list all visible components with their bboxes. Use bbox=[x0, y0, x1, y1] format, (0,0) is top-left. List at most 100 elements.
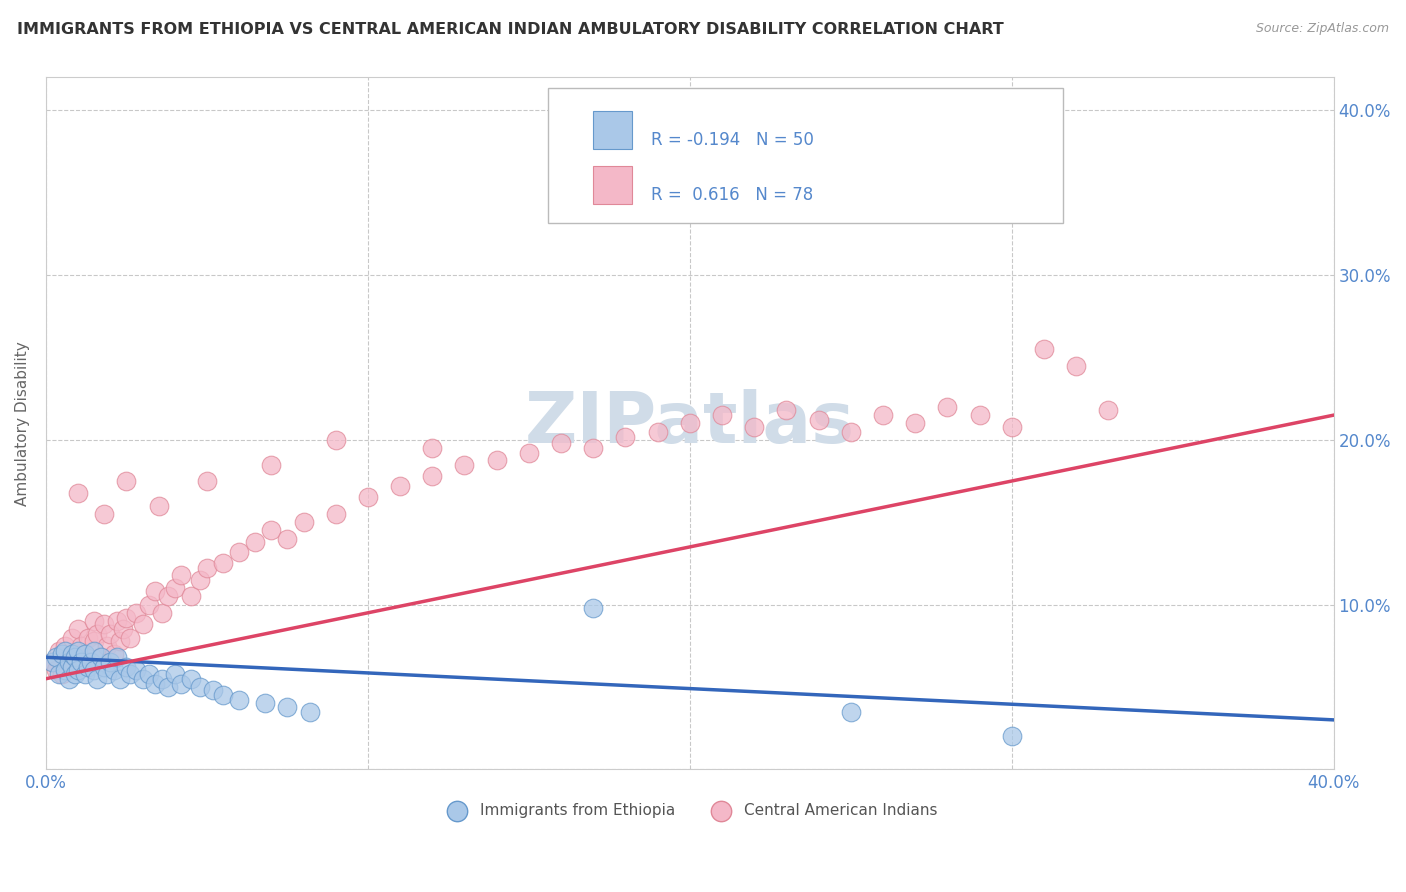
Point bbox=[180, 672, 202, 686]
Point bbox=[325, 507, 347, 521]
Point bbox=[118, 631, 141, 645]
Point bbox=[58, 655, 80, 669]
Point bbox=[63, 666, 86, 681]
Point bbox=[420, 469, 443, 483]
Point bbox=[103, 664, 125, 678]
Point bbox=[90, 650, 112, 665]
Point bbox=[125, 664, 148, 678]
Point bbox=[1001, 730, 1024, 744]
Point bbox=[228, 545, 250, 559]
Point bbox=[60, 660, 83, 674]
Point bbox=[190, 680, 212, 694]
Point bbox=[51, 666, 73, 681]
Point bbox=[73, 647, 96, 661]
Point bbox=[86, 672, 108, 686]
Point bbox=[53, 664, 76, 678]
Point bbox=[276, 532, 298, 546]
Point bbox=[83, 633, 105, 648]
Point bbox=[517, 446, 540, 460]
Point bbox=[742, 419, 765, 434]
Point bbox=[108, 633, 131, 648]
Point bbox=[180, 590, 202, 604]
Point bbox=[70, 655, 93, 669]
Point bbox=[41, 655, 63, 669]
Point bbox=[60, 631, 83, 645]
Point bbox=[118, 666, 141, 681]
Point bbox=[190, 573, 212, 587]
Point bbox=[98, 627, 121, 641]
Point bbox=[45, 650, 67, 665]
Point bbox=[60, 647, 83, 661]
Point bbox=[63, 647, 86, 661]
Point bbox=[83, 664, 105, 678]
Point bbox=[453, 458, 475, 472]
Point bbox=[131, 672, 153, 686]
Point bbox=[73, 647, 96, 661]
Point bbox=[276, 699, 298, 714]
Point bbox=[163, 581, 186, 595]
Point bbox=[872, 408, 894, 422]
Point bbox=[807, 413, 830, 427]
Point bbox=[76, 631, 98, 645]
Point bbox=[212, 557, 235, 571]
Point bbox=[105, 614, 128, 628]
Point bbox=[228, 693, 250, 707]
Point bbox=[53, 643, 76, 657]
Point bbox=[260, 458, 283, 472]
Point bbox=[202, 683, 225, 698]
Point bbox=[839, 705, 862, 719]
Point bbox=[389, 479, 412, 493]
Point bbox=[67, 664, 90, 678]
FancyBboxPatch shape bbox=[593, 166, 631, 203]
Point bbox=[212, 688, 235, 702]
Point bbox=[67, 643, 90, 657]
Point bbox=[550, 436, 572, 450]
Point bbox=[936, 400, 959, 414]
Point bbox=[90, 650, 112, 665]
Point bbox=[839, 425, 862, 439]
Point bbox=[157, 680, 180, 694]
Text: ZIPatlas: ZIPatlas bbox=[524, 389, 855, 458]
Point bbox=[76, 660, 98, 674]
Point bbox=[131, 617, 153, 632]
Point bbox=[58, 672, 80, 686]
Point bbox=[48, 666, 70, 681]
Point bbox=[60, 660, 83, 674]
Point bbox=[253, 697, 276, 711]
Point bbox=[298, 705, 321, 719]
Point bbox=[711, 408, 734, 422]
Text: IMMIGRANTS FROM ETHIOPIA VS CENTRAL AMERICAN INDIAN AMBULATORY DISABILITY CORREL: IMMIGRANTS FROM ETHIOPIA VS CENTRAL AMER… bbox=[17, 22, 1004, 37]
Point bbox=[98, 655, 121, 669]
Point bbox=[170, 568, 193, 582]
Point bbox=[138, 666, 160, 681]
Point bbox=[904, 417, 927, 431]
Point bbox=[115, 660, 138, 674]
Point bbox=[58, 650, 80, 665]
Point bbox=[80, 655, 103, 669]
Point bbox=[93, 660, 115, 674]
Point bbox=[115, 474, 138, 488]
Text: R = -0.194   N = 50: R = -0.194 N = 50 bbox=[651, 131, 814, 149]
Point bbox=[1097, 403, 1119, 417]
Point bbox=[70, 639, 93, 653]
Point bbox=[73, 666, 96, 681]
Point bbox=[115, 611, 138, 625]
Point bbox=[582, 441, 605, 455]
Point bbox=[41, 655, 63, 669]
Text: R =  0.616   N = 78: R = 0.616 N = 78 bbox=[651, 186, 814, 203]
Point bbox=[357, 491, 380, 505]
Point bbox=[163, 666, 186, 681]
FancyBboxPatch shape bbox=[593, 112, 631, 149]
Point bbox=[647, 425, 669, 439]
Point bbox=[420, 441, 443, 455]
Point bbox=[150, 606, 173, 620]
Point bbox=[103, 647, 125, 661]
Point bbox=[45, 664, 67, 678]
Point bbox=[775, 403, 797, 417]
Point bbox=[1001, 419, 1024, 434]
Point bbox=[112, 622, 135, 636]
Point bbox=[67, 622, 90, 636]
Point bbox=[83, 614, 105, 628]
Point bbox=[48, 643, 70, 657]
Point bbox=[157, 590, 180, 604]
